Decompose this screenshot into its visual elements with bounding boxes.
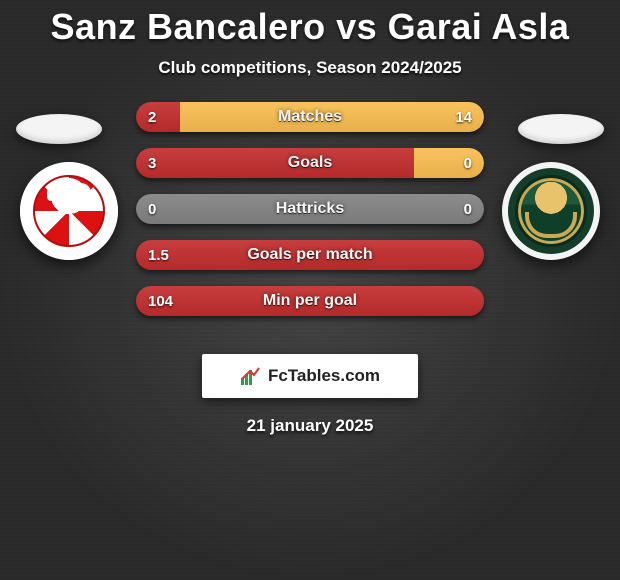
stat-seg-a (136, 102, 180, 132)
stat-row: Goals per match1.5 (136, 240, 484, 270)
club-crest-b-graphic (515, 175, 587, 247)
stat-seg-b (414, 148, 484, 178)
brand-text: FcTables.com (268, 366, 380, 386)
stat-row: Matches214 (136, 102, 484, 132)
club-crest-a (20, 162, 118, 260)
stat-seg-a (136, 148, 414, 178)
stat-row: Min per goal104 (136, 286, 484, 316)
stat-seg-b (180, 102, 485, 132)
club-crest-a-graphic (33, 175, 105, 247)
comparison-stage: Matches214 Goals30 Hattricks00 Goals per ma… (0, 102, 620, 342)
stat-bars: Matches214 Goals30 Hattricks00 Goals per ma… (136, 102, 484, 332)
date-text: 21 january 2025 (0, 416, 620, 436)
brand-badge: FcTables.com (202, 354, 418, 398)
brand-icon (240, 366, 262, 386)
player-b-photo (518, 114, 604, 144)
page-title: Sanz Bancalero vs Garai Asla (0, 0, 620, 48)
stat-row: Goals30 (136, 148, 484, 178)
stat-seg-a (136, 286, 484, 316)
stat-seg-a (136, 240, 484, 270)
player-a-photo (16, 114, 102, 144)
club-crest-b (502, 162, 600, 260)
stat-row: Hattricks00 (136, 194, 484, 224)
stat-seg-neutral (136, 194, 484, 224)
subtitle: Club competitions, Season 2024/2025 (0, 58, 620, 78)
